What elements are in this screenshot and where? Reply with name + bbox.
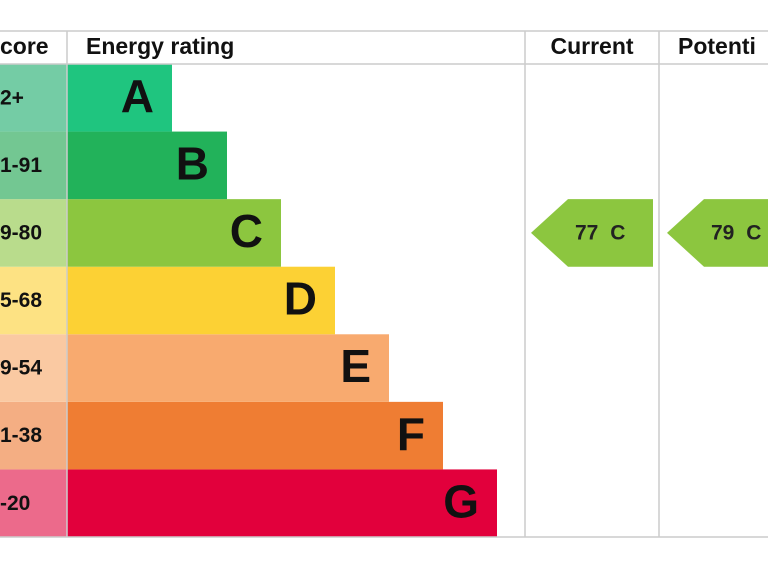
score-header: core [0,33,49,59]
score-cell [0,469,67,537]
rating-bar [67,131,227,200]
current-arrow [531,199,653,267]
current-header: Current [550,33,633,59]
score-cell [0,131,67,200]
rating-letter: F [397,408,425,460]
rating-bar [67,334,389,402]
rating-bar [67,401,443,470]
potential-label: 79 C [711,221,761,244]
score-label: 9-54 [0,357,42,380]
score-label: -20 [0,492,30,515]
score-label: 1-91 [0,154,42,177]
rating-letter: D [284,273,317,325]
score-cell [0,334,67,402]
rating-letter: C [230,205,263,257]
score-label: 2+ [0,86,24,109]
potential-arrow [667,199,768,267]
rating-letter: E [340,340,371,392]
score-cell [0,266,67,335]
rating-bar [67,469,497,537]
score-label: 9-80 [0,221,42,244]
score-cell [0,64,67,132]
score-label: 1-38 [0,424,42,447]
rating-letter: G [443,475,479,527]
rating-bar [67,199,281,267]
score-label: 5-68 [0,289,42,312]
rating-letter: A [121,70,154,122]
rating-bar [67,266,335,335]
score-cell [0,401,67,470]
current-label: 77 C [575,221,625,244]
rating-header: Energy rating [86,33,234,59]
rating-bar [67,64,172,132]
potential-header: Potenti [678,33,756,59]
rating-letter: B [176,138,209,190]
score-cell [0,199,67,267]
